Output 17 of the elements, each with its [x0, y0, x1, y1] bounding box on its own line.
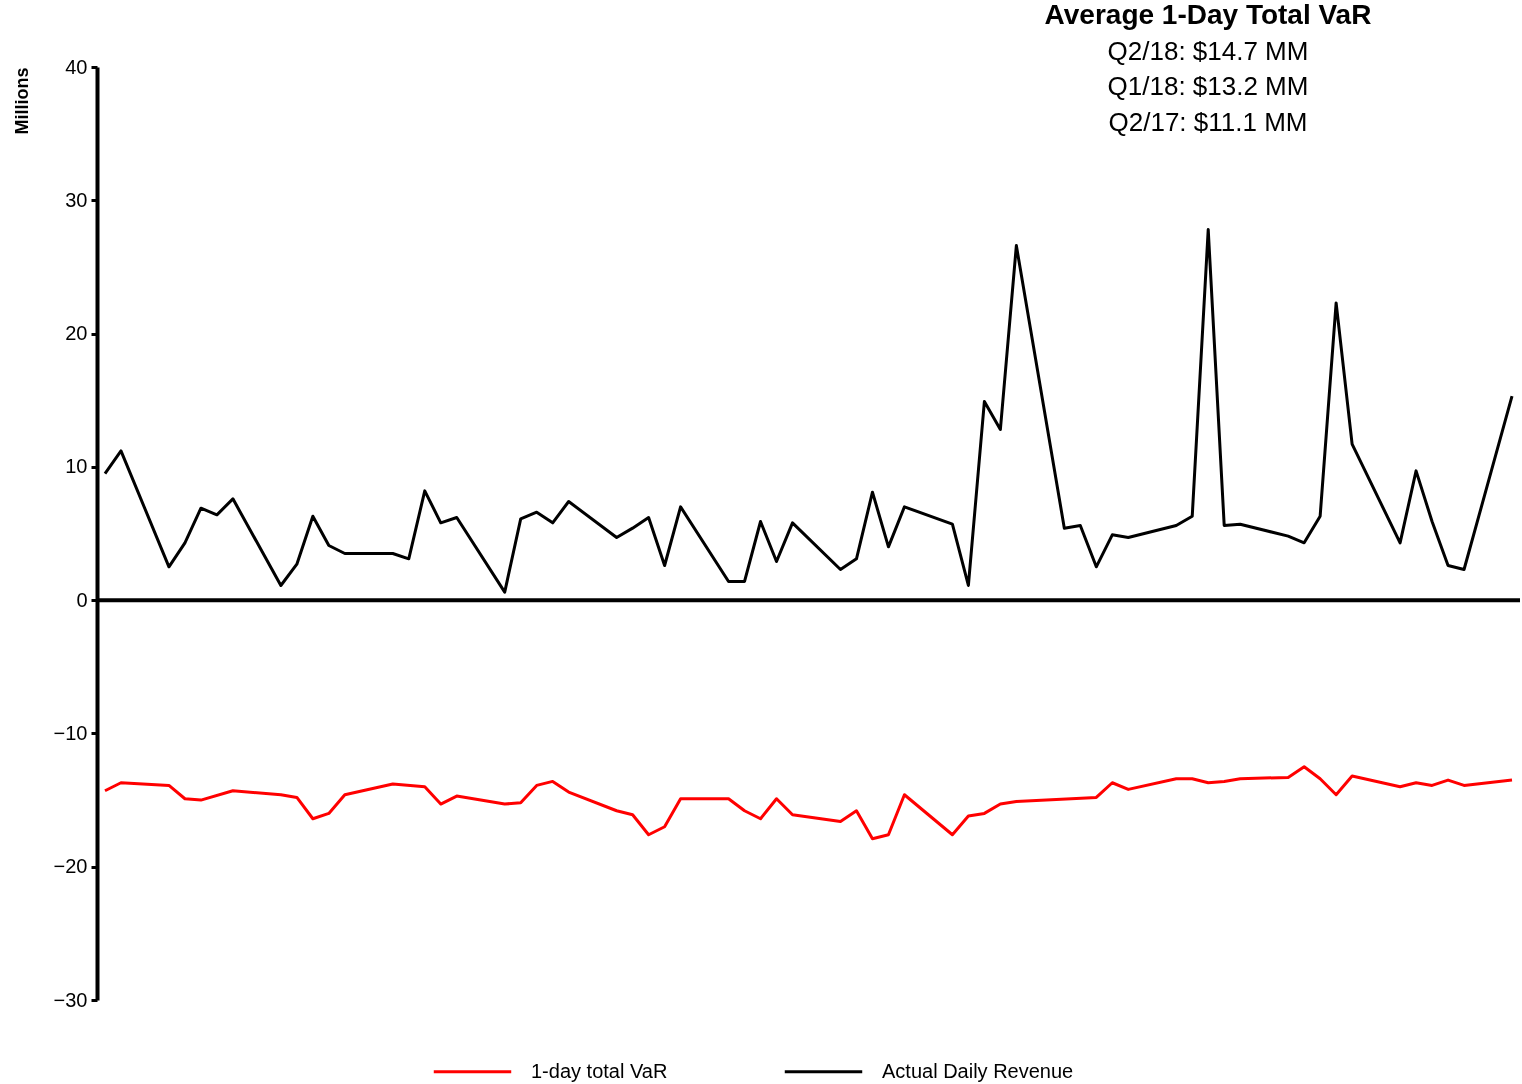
y-tick-label: −10 [53, 721, 88, 744]
y-axis-title: Millions [11, 67, 32, 135]
annotation: Q1/18: $13.2 MM [1107, 71, 1309, 101]
y-tick-label: −20 [53, 855, 88, 878]
legend-label: 1-day total VaR [531, 1059, 668, 1082]
text: Q2/18: $14.7 MM [1107, 35, 1309, 66]
annotation: Q2/17: $11.1 MM [1108, 106, 1308, 137]
y-tick-label: 30 [65, 188, 88, 211]
y-tick-label: −30 [53, 988, 88, 1011]
legend-label: Actual Daily Revenue [882, 1059, 1074, 1082]
y-tick-label: 10 [65, 455, 88, 478]
y-tick-label: 20 [65, 322, 88, 345]
y-tick-label: 0 [76, 588, 88, 611]
line-series [103, 228, 1514, 594]
y-tick-label: 40 [65, 55, 88, 78]
text: Average 1-Day Total VaR [1044, 0, 1372, 30]
line-series [103, 765, 1514, 841]
